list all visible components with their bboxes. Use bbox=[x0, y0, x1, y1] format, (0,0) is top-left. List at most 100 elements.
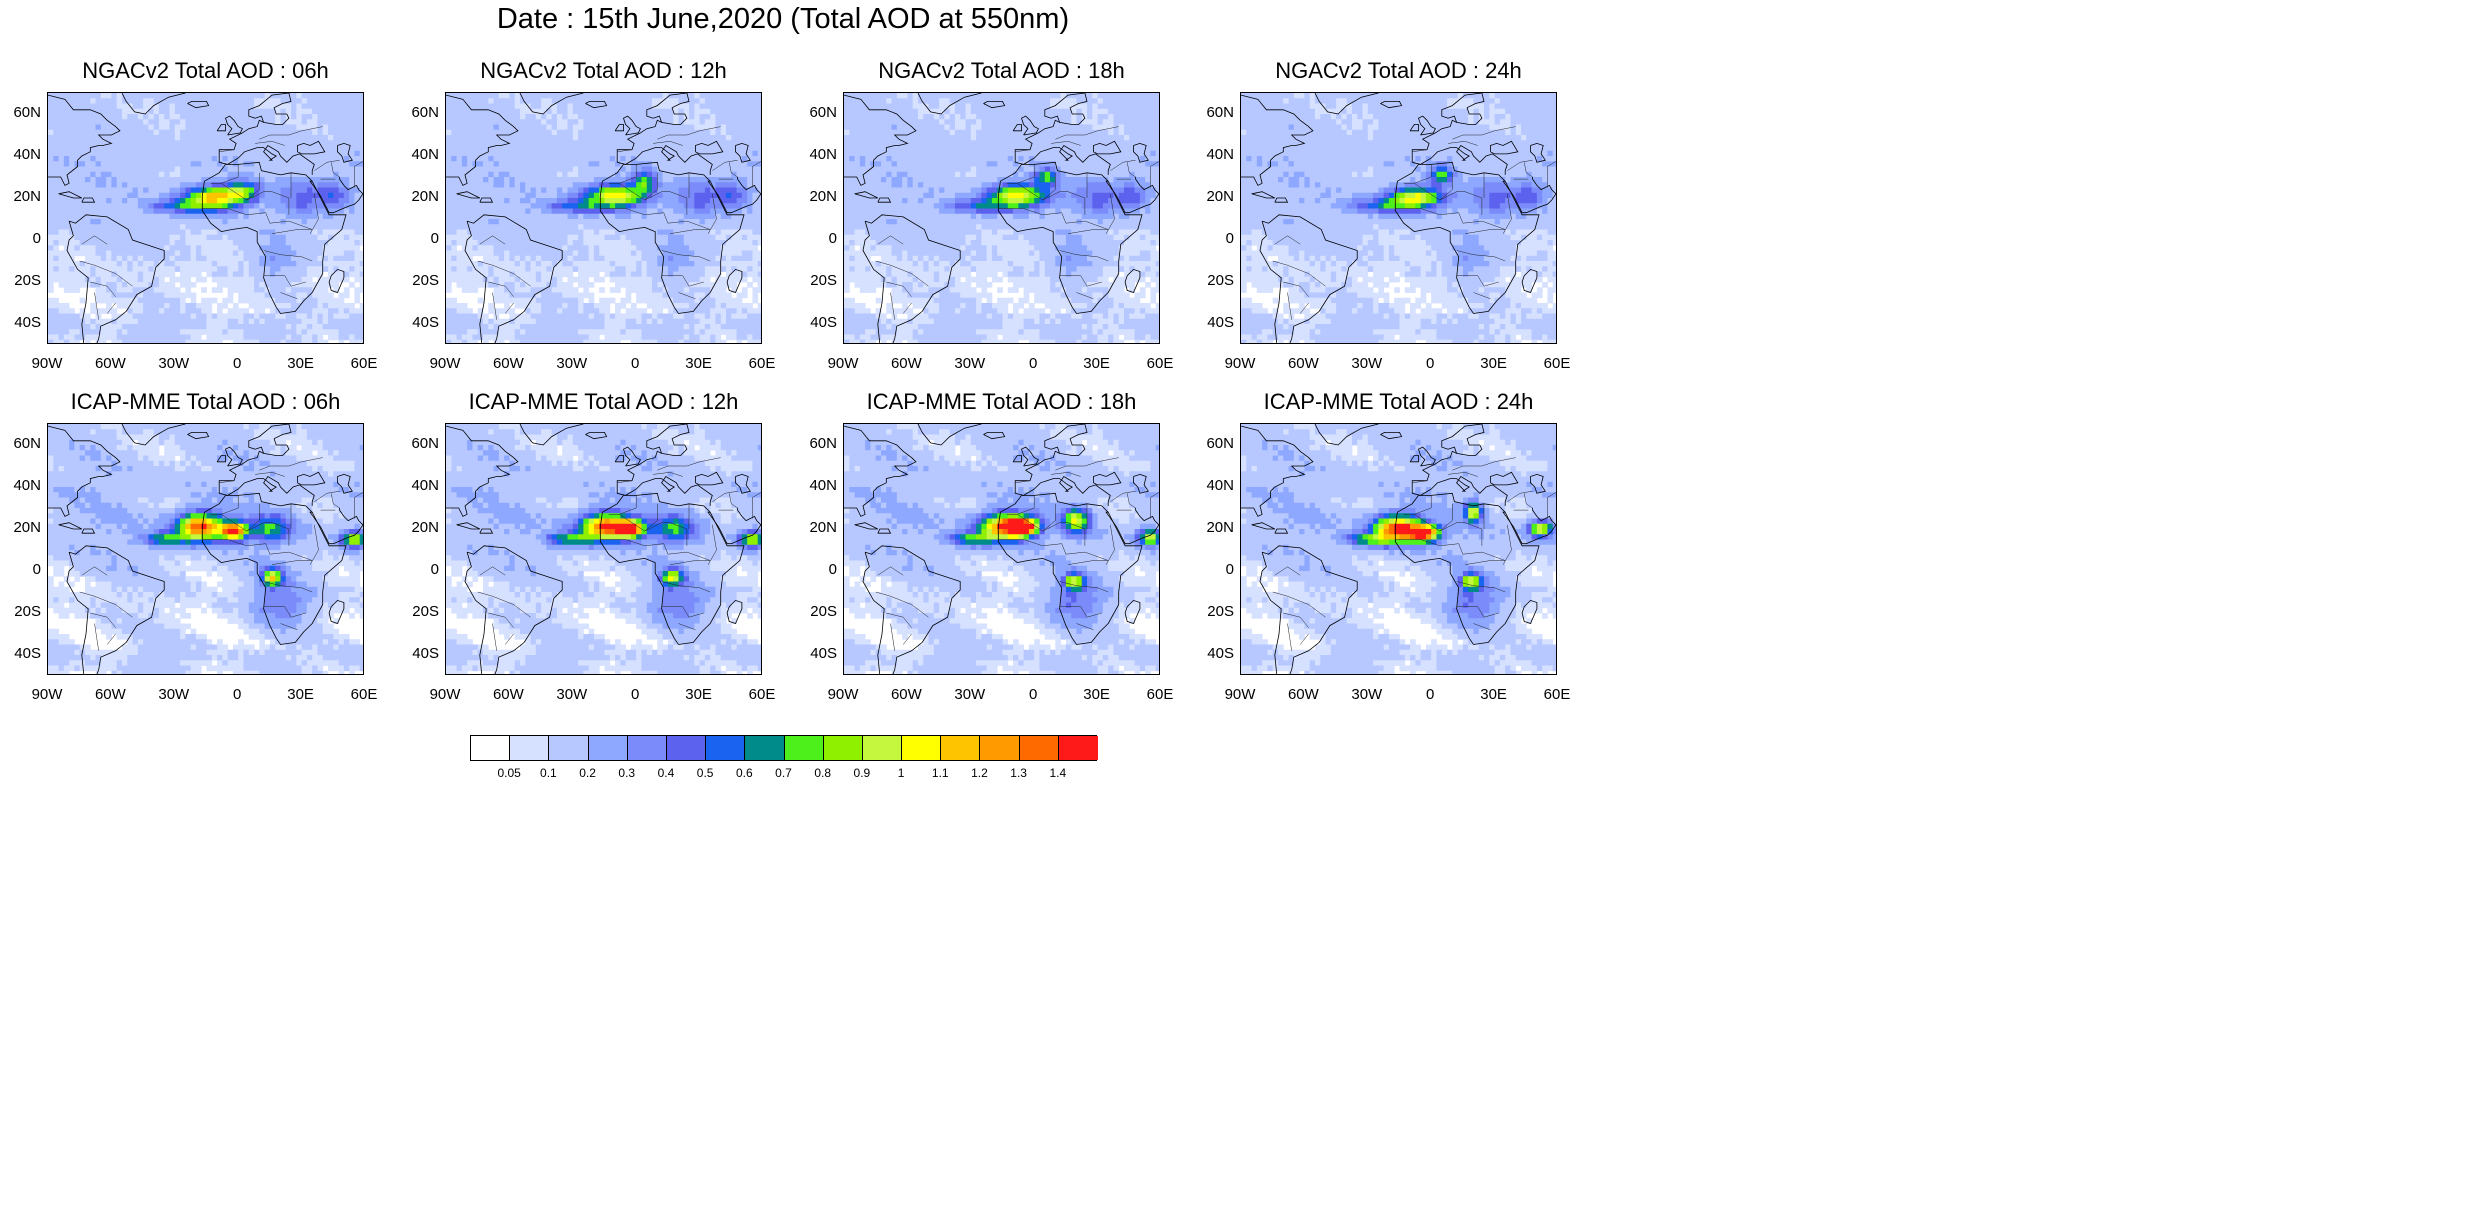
coastline bbox=[1133, 142, 1149, 163]
colorbar-cell bbox=[980, 736, 1020, 760]
country-border bbox=[1502, 524, 1512, 565]
lat-tick-label: 40N bbox=[797, 478, 837, 494]
lon-tick-label: 0 bbox=[1400, 687, 1460, 703]
colorbar-tick-label: 1.2 bbox=[949, 766, 1009, 780]
lon-tick-label: 90W bbox=[17, 356, 77, 372]
country-border bbox=[79, 591, 133, 618]
coastline bbox=[726, 268, 743, 293]
lon-tick-label: 60W bbox=[80, 356, 140, 372]
country-border bbox=[877, 235, 904, 245]
country-border bbox=[1403, 514, 1483, 546]
country-border bbox=[210, 183, 290, 215]
country-border bbox=[644, 172, 658, 201]
coastline bbox=[1251, 191, 1275, 199]
country-border bbox=[657, 457, 721, 471]
lat-tick-label: 0 bbox=[797, 562, 837, 578]
colorbar-cell bbox=[784, 736, 824, 760]
coastline bbox=[519, 93, 584, 115]
lat-tick-label: 0 bbox=[1194, 231, 1234, 247]
coastline bbox=[216, 455, 226, 463]
coastline bbox=[617, 144, 713, 175]
coastline bbox=[337, 473, 353, 494]
lon-tick-label: 30E bbox=[1067, 687, 1127, 703]
country-border bbox=[1059, 275, 1102, 287]
lon-tick-label: 60E bbox=[334, 687, 394, 703]
lat-tick-label: 40N bbox=[399, 147, 439, 163]
country-border bbox=[1300, 302, 1309, 314]
country-border bbox=[608, 183, 688, 215]
coastline bbox=[1274, 528, 1289, 534]
lat-tick-label: 40S bbox=[1194, 646, 1234, 662]
country-border bbox=[1439, 503, 1453, 532]
coastline bbox=[844, 94, 917, 186]
lat-tick-label: 20N bbox=[797, 520, 837, 536]
country-border bbox=[661, 250, 711, 262]
lat-tick-label: 60N bbox=[797, 105, 837, 121]
coastline bbox=[297, 140, 326, 155]
country-border bbox=[492, 292, 497, 320]
country-border bbox=[330, 493, 340, 509]
country-border bbox=[653, 141, 683, 146]
coastline bbox=[216, 124, 226, 132]
country-border bbox=[707, 524, 717, 565]
aod-map bbox=[445, 423, 762, 675]
country-border bbox=[1414, 495, 1432, 515]
lon-tick-label: 0 bbox=[605, 687, 665, 703]
country-border bbox=[1395, 208, 1506, 230]
country-border bbox=[1452, 126, 1516, 140]
country-border bbox=[1059, 606, 1102, 618]
coastline bbox=[456, 522, 480, 530]
country-border bbox=[678, 292, 696, 300]
coastline bbox=[735, 142, 751, 163]
country-border bbox=[1067, 560, 1109, 565]
country-border bbox=[1015, 149, 1031, 153]
country-border bbox=[1274, 566, 1301, 576]
country-border bbox=[1015, 480, 1031, 484]
country-border bbox=[1051, 141, 1081, 146]
lat-tick-label: 40S bbox=[1194, 315, 1234, 331]
aod-map bbox=[843, 423, 1160, 675]
country-border bbox=[263, 606, 306, 618]
coastline bbox=[1380, 101, 1403, 109]
lon-tick-label: 60E bbox=[1527, 687, 1587, 703]
lat-tick-label: 40S bbox=[399, 646, 439, 662]
coastline bbox=[614, 455, 624, 463]
lon-tick-label: 60W bbox=[876, 356, 936, 372]
lon-tick-label: 60E bbox=[732, 356, 792, 372]
country-border bbox=[1017, 495, 1035, 515]
country-border bbox=[219, 480, 235, 484]
coastline bbox=[695, 471, 724, 486]
panel-title: NGACv2 Total AOD : 06h bbox=[6, 58, 406, 84]
country-border bbox=[259, 126, 323, 140]
lon-tick-label: 30E bbox=[271, 687, 331, 703]
country-border bbox=[890, 292, 895, 320]
country-border bbox=[1051, 472, 1081, 477]
country-border bbox=[90, 612, 116, 628]
country-border bbox=[1473, 292, 1491, 300]
panel-title: ICAP-MME Total AOD : 24h bbox=[1199, 389, 1599, 415]
lat-tick-label: 40N bbox=[1, 478, 41, 494]
lon-tick-label: 60E bbox=[732, 687, 792, 703]
country-border bbox=[1448, 472, 1478, 477]
coastline bbox=[1124, 268, 1141, 293]
colorbar-tick-label: 0.5 bbox=[675, 766, 735, 780]
lon-tick-label: 30E bbox=[1464, 356, 1524, 372]
lat-tick-label: 20N bbox=[399, 189, 439, 205]
coastline bbox=[1412, 144, 1508, 175]
country-border bbox=[600, 539, 711, 561]
lon-tick-label: 90W bbox=[17, 687, 77, 703]
country-border bbox=[661, 606, 704, 618]
country-border bbox=[1055, 126, 1119, 140]
country-border bbox=[202, 208, 313, 230]
lat-tick-label: 60N bbox=[1, 105, 41, 121]
coastline bbox=[1490, 140, 1519, 155]
panel-title: ICAP-MME Total AOD : 06h bbox=[6, 389, 406, 415]
country-border bbox=[886, 281, 912, 297]
colorbar-cell bbox=[941, 736, 981, 760]
aod-field bbox=[48, 424, 363, 674]
country-border bbox=[1502, 193, 1512, 234]
country-border bbox=[314, 490, 340, 502]
coastline bbox=[599, 161, 745, 314]
country-border bbox=[1150, 492, 1159, 519]
coastline bbox=[225, 115, 243, 136]
